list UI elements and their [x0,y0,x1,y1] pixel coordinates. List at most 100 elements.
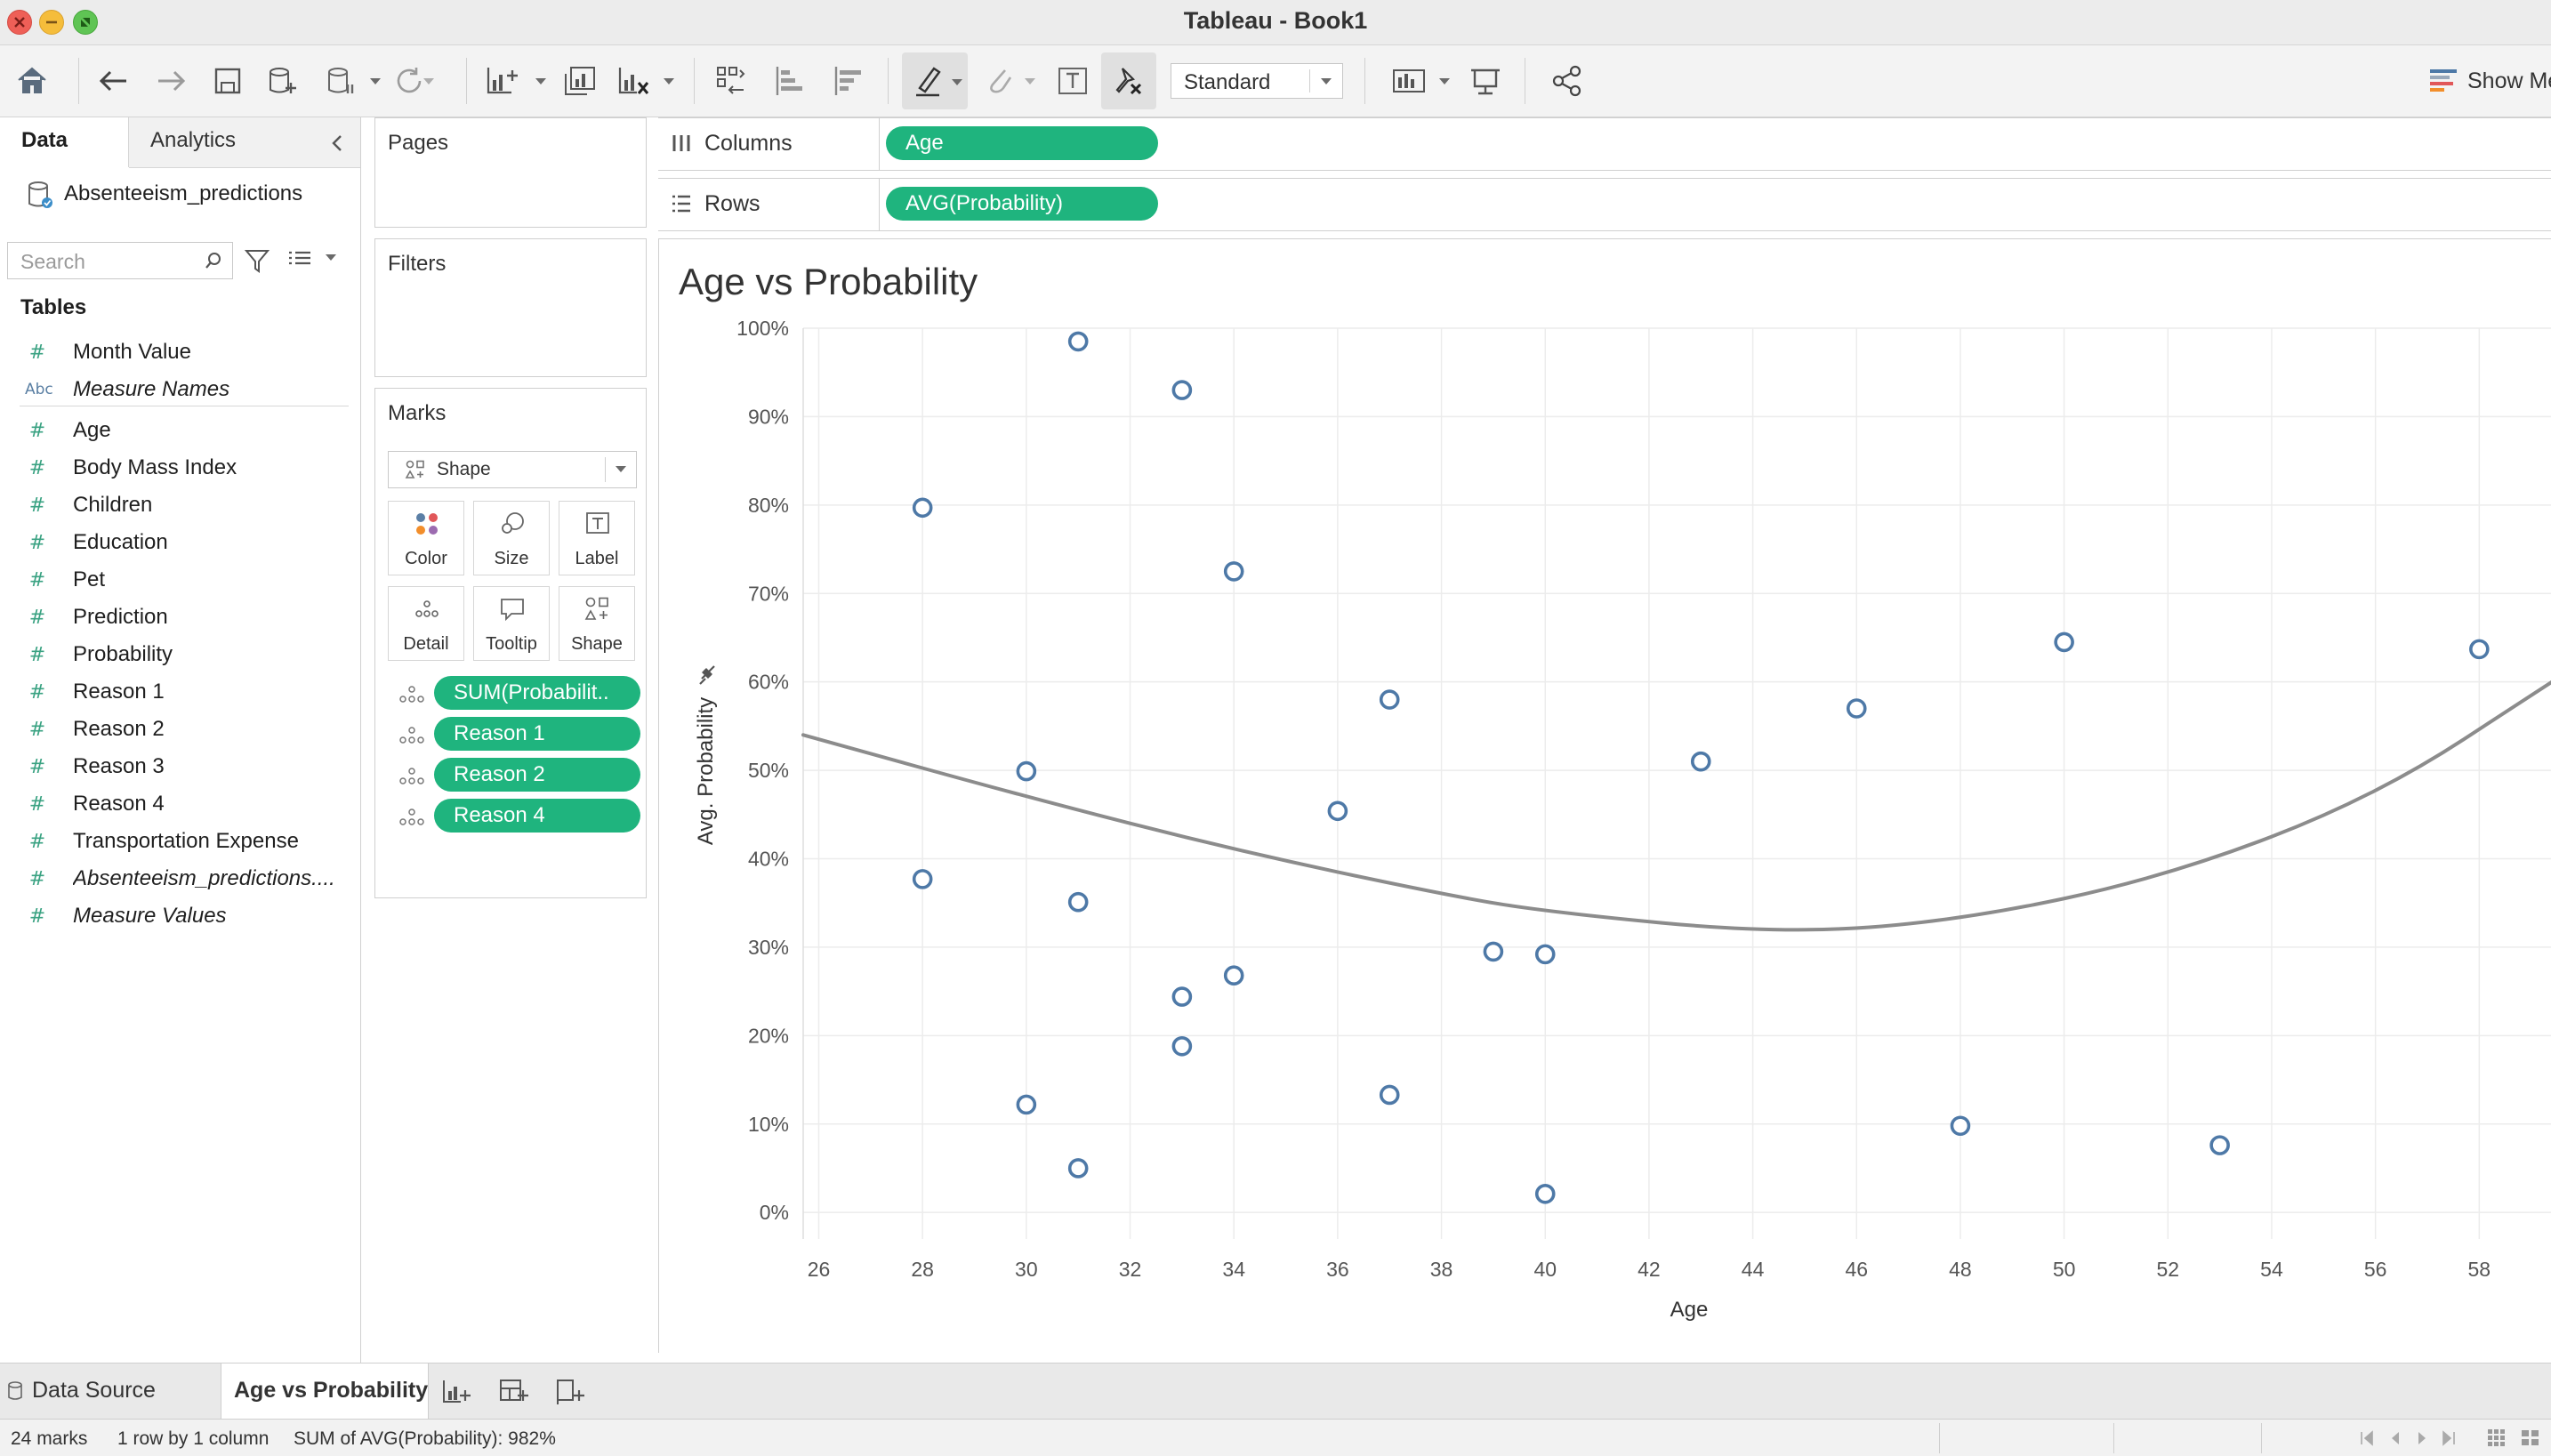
rows-pill[interactable]: AVG(Probability) [886,187,1158,221]
scatter-point[interactable] [1223,561,1244,582]
field-item[interactable]: # Education [0,525,356,560]
tooltip-button[interactable]: Tooltip [473,586,550,661]
field-item[interactable]: # Absenteeism_predictions.... [0,861,356,897]
color-button[interactable]: Color [388,501,464,575]
detail-pill-row[interactable]: Reason 1 [391,716,640,752]
duplicate-sheet-button[interactable] [560,45,600,117]
new-dashboard-tab-icon[interactable] [498,1378,528,1406]
scatter-point[interactable] [1067,331,1089,352]
field-item[interactable]: # Children [0,487,356,523]
detail-pill[interactable]: SUM(Probabilit.. [434,676,640,710]
view-mode-dropdown[interactable]: Standard [1171,63,1343,99]
field-item[interactable]: # Reason 3 [0,749,356,784]
scatter-point[interactable] [1067,1158,1089,1178]
scatter-point[interactable] [1534,1183,1556,1204]
collapse-pane-icon[interactable] [330,133,344,153]
scatter-point[interactable] [912,497,933,519]
detail-pill-row[interactable]: Reason 2 [391,757,640,792]
pin-icon[interactable] [699,665,715,685]
scatter-point[interactable] [2209,1135,2230,1155]
view-list-icon[interactable] [286,247,313,274]
columns-pill[interactable]: Age [886,126,1158,160]
share-button[interactable] [1548,45,1587,117]
field-item[interactable]: # Month Value [0,334,356,370]
list-view-icon[interactable] [2521,1428,2540,1448]
pages-shelf[interactable]: Pages [374,117,647,228]
tab-analytics[interactable]: Analytics [129,117,360,168]
rows-shelf[interactable]: Rows AVG(Probability) [658,178,2551,231]
field-search[interactable] [7,242,233,279]
sort-ascending-button[interactable] [770,45,809,117]
field-item[interactable]: # Pet [0,562,356,598]
filters-shelf[interactable]: Filters [374,238,647,377]
scatter-point[interactable] [2054,631,2074,653]
scatter-point[interactable] [1016,1094,1037,1115]
new-datasource-button[interactable] [263,45,302,117]
scatter-point[interactable] [1067,891,1089,913]
detail-pill-row[interactable]: SUM(Probabilit.. [391,675,640,711]
shape-button[interactable]: Shape [559,586,635,661]
highlight-button[interactable] [902,52,968,109]
undo-button[interactable] [94,45,133,117]
last-page-icon[interactable] [2441,1430,2457,1446]
field-item[interactable]: # Reason 1 [0,674,356,710]
swap-rows-columns-button[interactable] [712,45,751,117]
scatter-point[interactable] [2469,639,2490,660]
scatter-point[interactable] [1534,944,1556,965]
pause-updates-button[interactable] [324,45,381,117]
scatter-point[interactable] [1223,965,1244,986]
new-worksheet-button[interactable] [484,45,546,117]
scatter-point[interactable] [1379,689,1400,710]
show-mark-labels-button[interactable] [1053,45,1092,117]
field-item[interactable]: # Age [0,413,356,448]
field-item[interactable]: # Reason 4 [0,786,356,822]
scatter-point[interactable] [1327,800,1348,822]
detail-pill[interactable]: Reason 4 [434,799,640,833]
scatter-point[interactable] [1171,986,1193,1007]
field-item[interactable]: Abc Measure Names [0,372,356,407]
viz-area[interactable]: Age vs Probability 26 28 30 32 34 36 38 40 42 44 4… [658,238,2551,1353]
detail-pill[interactable]: Reason 1 [434,717,640,751]
detail-pill-row[interactable]: Reason 4 [391,798,640,833]
scatter-point[interactable] [1171,380,1193,400]
scatter-point[interactable] [1846,698,1867,719]
size-button[interactable]: Size [473,501,550,575]
zoom-window-button[interactable] [73,10,98,35]
redo-button[interactable] [151,45,190,117]
close-window-button[interactable] [7,10,32,35]
detail-pill[interactable]: Reason 2 [434,758,640,792]
scatter-chart[interactable]: 26 28 30 32 34 36 38 40 42 44 46 48 50 52 54 56 58 0% 10% 2… [659,239,2551,1353]
home-button[interactable] [12,45,52,117]
view-options-chevron-icon[interactable] [326,254,336,261]
columns-shelf[interactable]: Columns Age [658,117,2551,171]
tab-data[interactable]: Data [0,117,129,167]
new-worksheet-tab-icon[interactable] [441,1378,471,1406]
search-input[interactable] [19,248,191,275]
field-item[interactable]: # Reason 2 [0,712,356,747]
first-page-icon[interactable] [2359,1430,2375,1446]
field-item[interactable]: # Transportation Expense [0,824,356,859]
clear-sheet-button[interactable] [616,45,678,117]
field-item[interactable]: # Probability [0,637,356,672]
new-story-tab-icon[interactable] [555,1378,585,1406]
minimize-window-button[interactable] [39,10,64,35]
scatter-point[interactable] [1016,760,1037,782]
tab-data-source[interactable]: Data Source [0,1363,219,1419]
save-button[interactable] [210,45,245,117]
detail-button[interactable]: Detail [388,586,464,661]
previous-page-icon[interactable] [2387,1430,2403,1446]
scatter-point[interactable] [1690,751,1711,772]
show-cards-button[interactable] [1389,45,1453,117]
label-button[interactable]: Label [559,501,635,575]
next-page-icon[interactable] [2414,1430,2430,1446]
scatter-point[interactable] [1950,1115,1971,1137]
trend-line[interactable] [801,680,2551,932]
datasource-item[interactable]: Absenteeism_predictions [0,176,360,215]
grid-view-icon[interactable] [2487,1428,2507,1448]
field-item[interactable]: # Prediction [0,599,356,635]
filter-icon[interactable] [244,247,270,274]
fix-axes-button[interactable] [1101,52,1156,109]
scatter-point[interactable] [1483,941,1504,962]
field-item[interactable]: # Measure Values [0,898,356,934]
mark-type-dropdown[interactable]: Shape [388,451,637,488]
